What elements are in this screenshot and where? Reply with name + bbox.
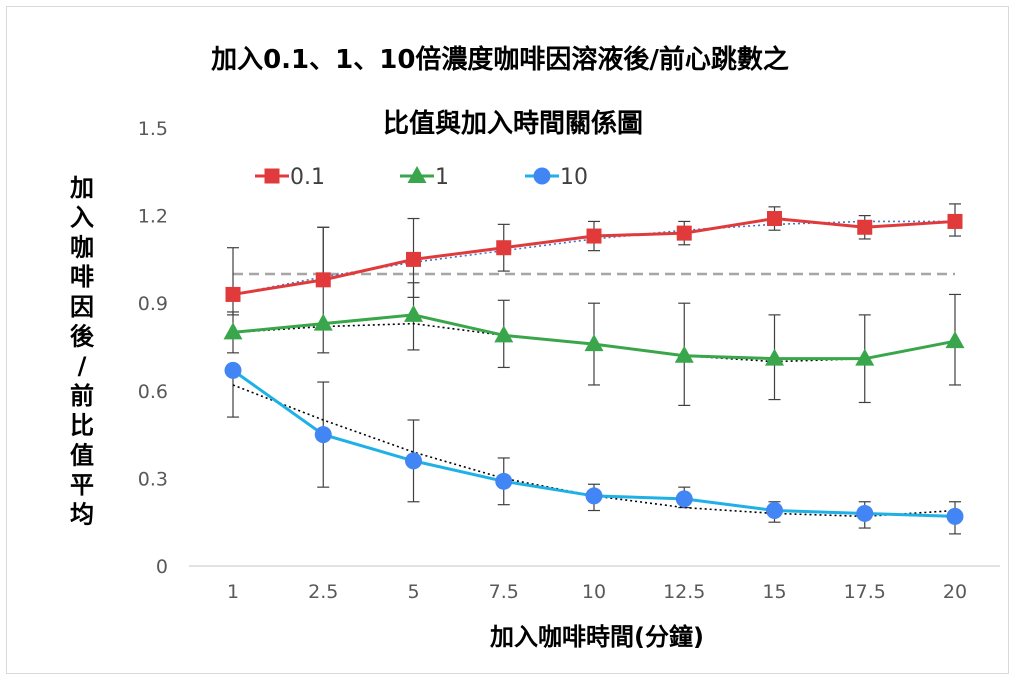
x-tick-label: 2.5 [308, 581, 338, 603]
legend-label-10: 10 [560, 165, 588, 190]
y-axis-title-char: 咖 [70, 233, 94, 261]
data-point [584, 334, 604, 352]
y-tick-label: 0.3 [138, 468, 168, 490]
y-axis-title-char: 比 [70, 412, 94, 440]
data-point [856, 504, 874, 522]
y-tick-label: 0 [156, 556, 168, 578]
data-point [313, 313, 333, 331]
chart-title-line2: 比值與加入時間關係圖 [383, 109, 643, 139]
legend-label-0.1: 0.1 [290, 165, 325, 190]
y-axis-title-char: 啡 [70, 263, 94, 291]
data-point [857, 219, 873, 235]
y-axis-ticks: 0 0.3 0.6 0.9 1.2 1.5 [138, 118, 168, 578]
data-point [496, 240, 512, 256]
data-point [855, 348, 875, 366]
data-point [405, 452, 422, 470]
legend-marker-10 [533, 167, 551, 185]
legend-marker-0.1 [264, 168, 280, 184]
x-tick-label: 12.5 [663, 581, 705, 603]
data-point [223, 322, 243, 340]
data-point [945, 331, 965, 349]
legend-marker-1 [407, 166, 427, 183]
data-point [495, 472, 513, 490]
y-tick-label: 1.2 [138, 206, 168, 228]
y-axis-title-char: 值 [70, 441, 94, 469]
chart-frame [6, 6, 1009, 674]
data-point [494, 325, 514, 343]
series-markers [223, 211, 965, 525]
y-tick-label: 1.5 [138, 118, 168, 140]
y-axis-title-char: 入 [70, 204, 94, 232]
x-tick-label: 20 [943, 581, 967, 603]
data-point [947, 213, 963, 229]
x-tick-label: 17.5 [844, 581, 886, 603]
y-axis-title-char: 後 [70, 323, 95, 351]
x-tick-label: 5 [407, 581, 419, 603]
trend-line-10 [232, 384, 956, 518]
x-tick-label: 7.5 [489, 581, 519, 603]
data-point [404, 304, 423, 322]
y-axis-title-char: 均 [70, 501, 94, 529]
data-point [767, 211, 782, 227]
data-point [674, 345, 694, 363]
error-bars [227, 203, 961, 535]
legend: 0.1 1 10 [255, 165, 588, 190]
trend-line-1 [232, 322, 956, 363]
y-axis-title-char: / [78, 352, 87, 380]
legend-label-1: 1 [435, 165, 449, 190]
data-point [946, 507, 964, 525]
y-tick-label: 0.9 [138, 293, 168, 315]
y-tick-label: 0.6 [138, 381, 168, 403]
data-point [586, 228, 602, 244]
y-axis-title-char: 因 [70, 293, 94, 321]
data-point [585, 487, 603, 505]
data-point [765, 348, 784, 366]
data-point [224, 361, 242, 379]
chart-title-line1: 加入0.1、1、10倍濃度咖啡因溶液後/前心跳數之 [211, 44, 789, 75]
x-tick-label: 15 [762, 581, 786, 603]
data-point [675, 490, 693, 508]
y-axis-title-char: 平 [70, 471, 94, 499]
data-point [766, 502, 783, 520]
data-point [406, 251, 421, 267]
x-tick-label: 1 [227, 581, 239, 603]
data-point [676, 225, 692, 241]
data-point [314, 426, 332, 444]
y-axis-title-char: 加 [70, 174, 94, 202]
y-axis-title-char: 前 [70, 382, 94, 410]
x-axis-title: 加入咖啡時間(分鐘) [490, 623, 704, 651]
x-axis-ticks: 1 2.5 5 7.5 10 12.5 15 17.5 20 [227, 581, 967, 603]
data-point [225, 286, 241, 302]
x-tick-label: 10 [582, 581, 606, 603]
data-point [315, 272, 331, 288]
